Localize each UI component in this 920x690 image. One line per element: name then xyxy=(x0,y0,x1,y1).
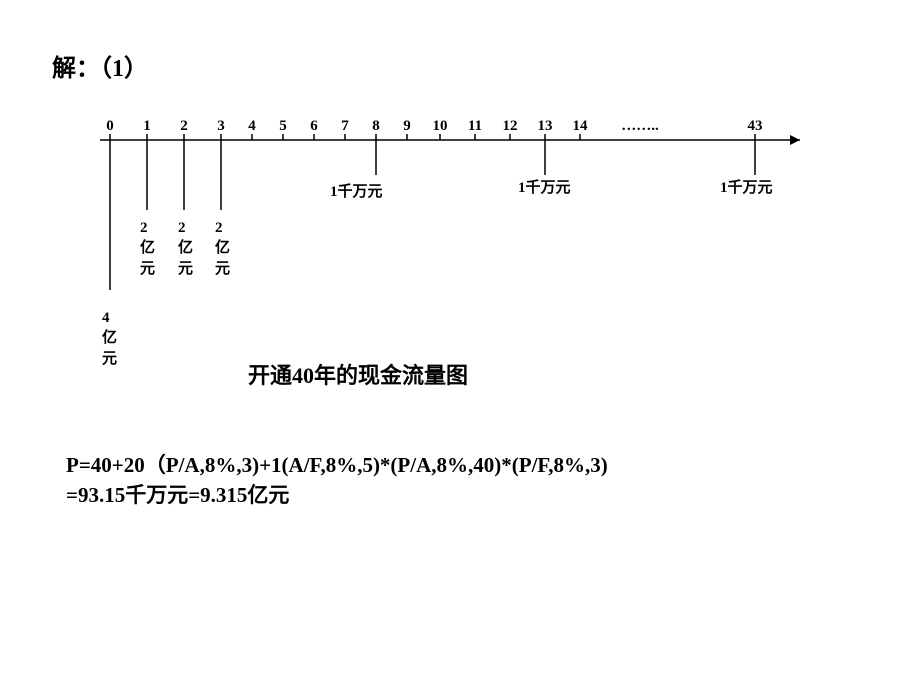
tick-label: 2 xyxy=(180,118,188,135)
tick-label: 7 xyxy=(341,118,349,135)
formula-line-2: =93.15千万元=9.315亿元 xyxy=(66,480,608,510)
tick-label: …….. xyxy=(621,118,659,135)
tick-label: 12 xyxy=(503,118,518,135)
tick-label: 8 xyxy=(372,118,380,135)
tick-label: 43 xyxy=(748,118,763,135)
tick-label: 3 xyxy=(217,118,225,135)
tick-label: 14 xyxy=(573,118,588,135)
tick-label: 4 xyxy=(248,118,256,135)
tick-label: 13 xyxy=(538,118,553,135)
timeline-svg xyxy=(100,120,820,380)
amount-label-vertical: 2亿元 xyxy=(140,218,155,279)
tick-label: 0 xyxy=(106,118,114,135)
formula-line-1: P=40+20（P/A,8%,3)+1(A/F,8%,5)*(P/A,8%,40… xyxy=(66,450,608,480)
formula-block: P=40+20（P/A,8%,3)+1(A/F,8%,5)*(P/A,8%,40… xyxy=(66,450,608,511)
cash-flow-diagram: 01234567891011121314……..43 1千万元1千万元1千万元 … xyxy=(100,120,820,380)
amount-label: 1千万元 xyxy=(720,176,773,197)
amount-label: 1千万元 xyxy=(518,176,571,197)
diagram-caption: 开通40年的现金流量图 xyxy=(248,358,468,390)
amount-label: 1千万元 xyxy=(330,180,383,201)
tick-label: 11 xyxy=(468,118,482,135)
tick-label: 1 xyxy=(143,118,151,135)
amount-label-vertical: 4亿元 xyxy=(102,308,117,369)
tick-label: 9 xyxy=(403,118,411,135)
tick-label: 10 xyxy=(433,118,448,135)
tick-label: 5 xyxy=(279,118,287,135)
amount-label-vertical: 2亿元 xyxy=(215,218,230,279)
amount-label-vertical: 2亿元 xyxy=(178,218,193,279)
tick-label: 6 xyxy=(310,118,318,135)
solution-header: 解：（1） xyxy=(52,48,148,83)
